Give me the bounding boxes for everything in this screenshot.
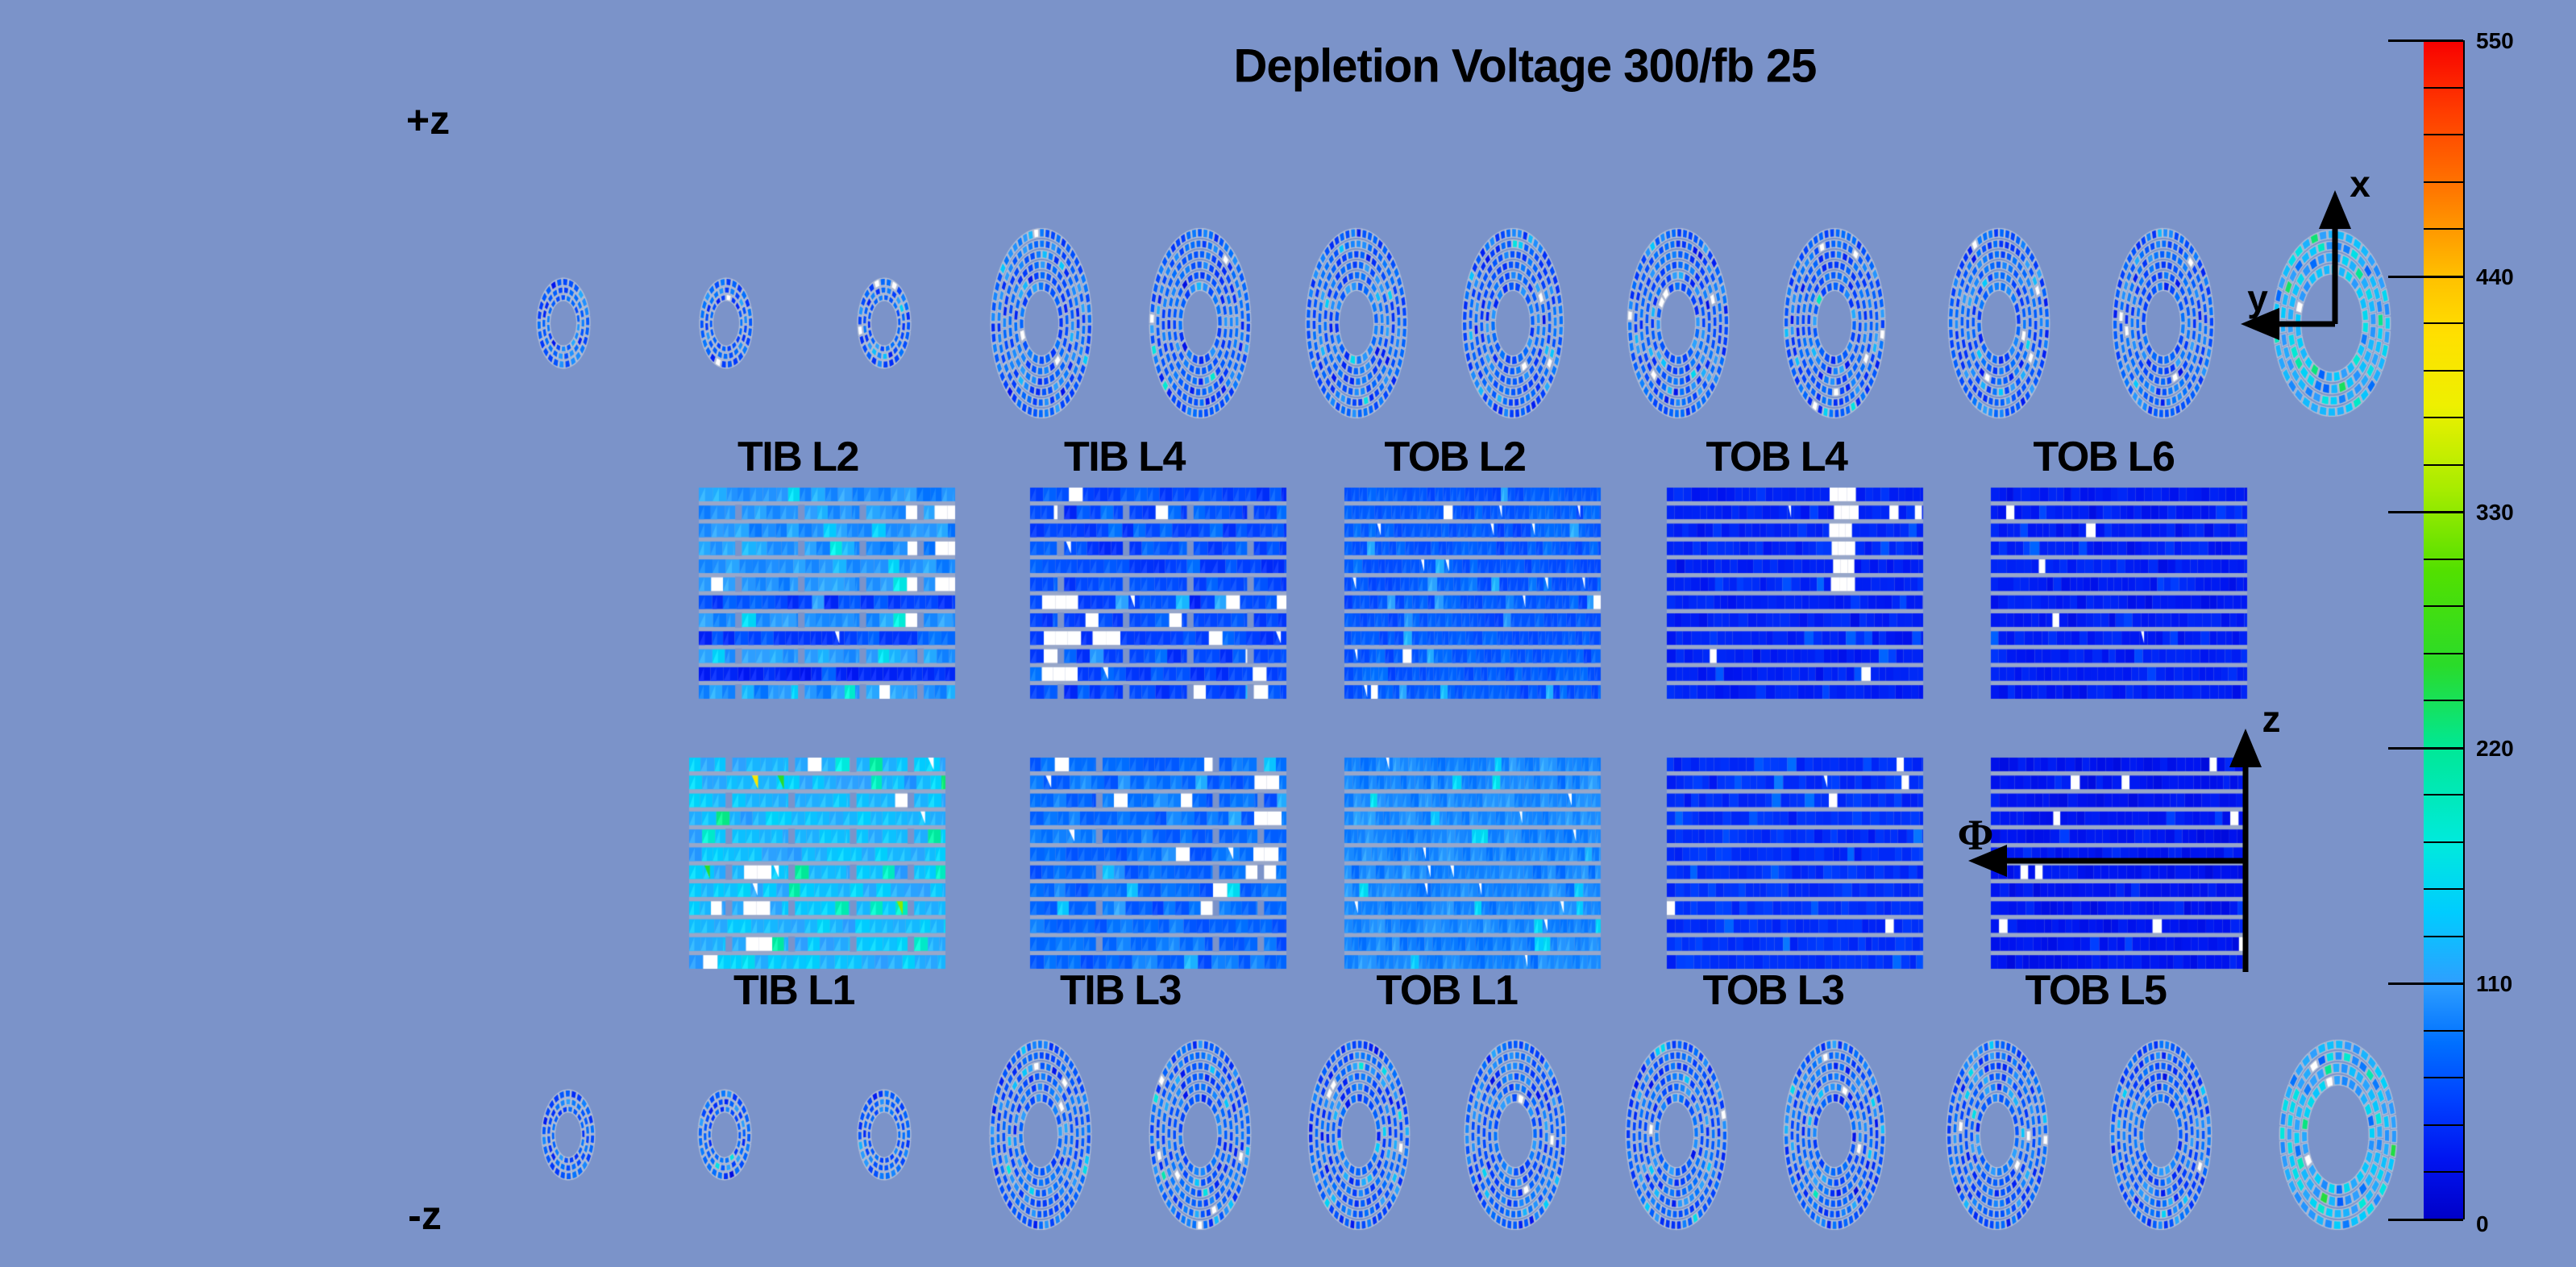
colorbar-minor-tick [2424,841,2463,843]
layer-label-tob-l4: TOB L4 [1706,434,1848,480]
colorbar-tick-label-110: 110 [2476,971,2513,997]
layer-label-tib-l1: TIB L1 [733,967,855,1014]
layer-label-tob-l3: TOB L3 [1702,967,1845,1014]
colorbar-minor-tick [2424,558,2463,560]
layer-label-tib-l2: TIB L2 [737,434,859,480]
colorbar-minor-tick [2424,181,2463,183]
colorbar-minor-tick [2424,417,2463,419]
layer-label-tob-l1: TOB L1 [1376,967,1519,1014]
colorbar-minor-tick [2424,1124,2463,1126]
page-title: Depletion Voltage 300/fb 25 [1233,39,1818,93]
colorbar-minor-tick [2424,1171,2463,1174]
colorbar-minor-tick [2424,463,2463,466]
colorbar-minor-tick [2424,652,2463,654]
colorbar-minor-tick [2424,1077,2463,1079]
colorbar-gradient [2424,40,2465,1219]
colorbar-minor-tick [2424,935,2463,937]
layer-label-tob-l2: TOB L2 [1384,434,1527,480]
phi-axis-label: Φ [1957,811,1994,859]
layer-label-tib-l3: TIB L3 [1060,967,1182,1014]
colorbar-major-tick [2388,746,2463,750]
colorbar-minor-tick [2424,1029,2463,1032]
colorbar-major-tick [2388,275,2463,278]
colorbar-tick-label-440: 440 [2476,264,2514,289]
colorbar-minor-tick [2424,86,2463,89]
colorbar-major-tick [2388,39,2463,42]
plus-z-label: +z [405,98,451,143]
colorbar-tick-label-550: 550 [2476,28,2514,53]
colorbar-tick-label-0: 0 [2476,1211,2489,1236]
colorbar-minor-tick [2424,322,2463,325]
colorbar-minor-tick [2424,134,2463,136]
layer-label-tob-l6: TOB L6 [2033,434,2175,480]
colorbar-major-tick [2388,511,2463,514]
colorbar-tick-label-220: 220 [2476,735,2514,761]
y-axis-label: y [2247,277,2268,319]
minus-z-label: -z [408,1193,442,1238]
x-axis-label: x [2350,163,2370,205]
layer-label-tib-l4: TIB L4 [1064,434,1186,480]
colorbar-minor-tick [2424,888,2463,891]
colorbar-minor-tick [2424,794,2463,796]
colorbar-tick-label-330: 330 [2476,500,2514,525]
colorbar-minor-tick [2424,369,2463,372]
colorbar-minor-tick [2424,228,2463,231]
colorbar-major-tick [2388,982,2463,986]
layer-label-tob-l5: TOB L5 [2025,967,2167,1014]
colorbar-minor-tick [2424,700,2463,702]
z-axis-label: z [2262,698,2281,740]
colorbar-major-tick [2388,1219,2463,1221]
colorbar-minor-tick [2424,605,2463,608]
